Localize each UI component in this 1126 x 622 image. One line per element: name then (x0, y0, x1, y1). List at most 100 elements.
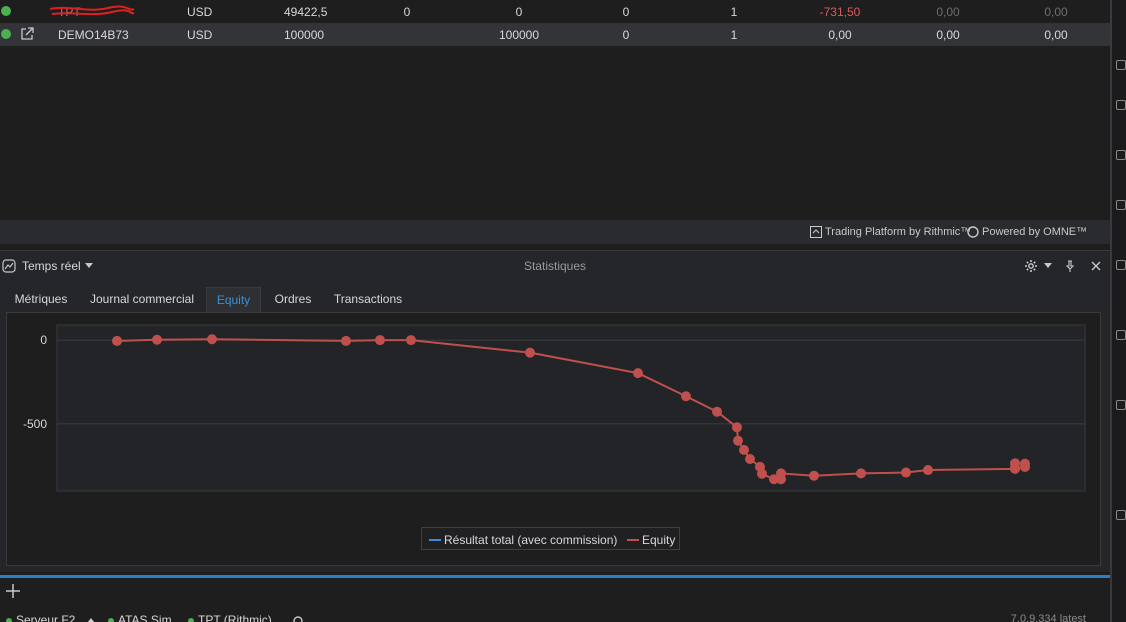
connection-tpt-rithmic[interactable]: TPT (Rithmic) (198, 613, 272, 622)
legend-swatch-equity (627, 539, 639, 541)
account-name: DEMO14B73 (58, 28, 129, 42)
chart-legend: Résultat total (avec commission) Equity (421, 527, 680, 550)
right-toolbar (1110, 0, 1126, 622)
add-panel-icon[interactable] (4, 582, 22, 600)
equity-point (375, 335, 385, 346)
value-col-1 (397, 27, 417, 43)
pnl-value: 0,00 (828, 28, 852, 42)
equity-point (732, 422, 742, 433)
tool-icon[interactable] (1116, 100, 1126, 110)
equity-point (341, 335, 351, 346)
rithmic-credit: Trading Platform by Rithmic™ (825, 226, 972, 238)
value-col-4: 1 (730, 5, 738, 19)
value-col-7: 0,00 (1044, 28, 1068, 42)
tab-journal-commercial[interactable]: Journal commercial (89, 292, 195, 306)
close-icon[interactable] (1089, 259, 1103, 273)
tool-icon[interactable] (1116, 260, 1126, 270)
equity-point (901, 467, 911, 478)
value-col-2: 100000 (498, 28, 540, 42)
legend-swatch-result (429, 539, 441, 541)
redaction-scribble-icon (49, 5, 135, 16)
status-dot-icon (6, 618, 12, 622)
value-col-6: 0,00 (936, 28, 960, 42)
tab-ordres[interactable]: Ordres (274, 292, 312, 306)
omne-credit: Powered by OMNE™ (982, 226, 1088, 238)
value-col-2: 0 (515, 5, 523, 19)
chevron-down-icon[interactable] (85, 263, 93, 268)
equity-point (809, 470, 819, 481)
tool-icon[interactable] (1116, 510, 1126, 520)
currency: USD (187, 28, 213, 42)
value-col-7: 0,00 (1044, 5, 1068, 19)
equity-point (406, 335, 416, 346)
table-row[interactable]: DEMO14B73 USD 100000 100000 0 1 0,00 0,0… (0, 23, 1110, 46)
equity-point (525, 347, 535, 358)
connection-atas-sim[interactable]: ATAS Sim (118, 613, 172, 622)
pin-icon[interactable] (1063, 259, 1077, 273)
equity-point (739, 444, 749, 455)
connection-status-icon (1, 29, 11, 39)
equity-point (856, 468, 866, 479)
equity-point (712, 406, 722, 417)
pnl-value: -731,50 (819, 5, 861, 19)
equity-point (923, 465, 933, 476)
value-col-4: 1 (730, 28, 738, 42)
equity-point (1020, 458, 1030, 469)
tab-equity[interactable]: Equity (206, 287, 261, 312)
value-col-3: 0 (622, 5, 630, 19)
account-name: TPT (49, 5, 135, 19)
legend-item-result[interactable]: Résultat total (avec commission) (444, 533, 618, 547)
status-bar: Serveur F2 ATAS Sim TPT (Rithmic) 7.0.9.… (0, 606, 1110, 622)
settings-icon[interactable] (291, 614, 305, 622)
status-dot-icon (188, 618, 194, 622)
value-col-1: 0 (403, 5, 411, 19)
external-link-icon[interactable] (20, 27, 34, 41)
statistics-panel: Temps réel Statistiques Métriques Journa… (0, 250, 1110, 572)
chevron-down-icon[interactable] (1044, 263, 1052, 268)
chevron-up-icon[interactable] (87, 618, 95, 622)
connection-status-icon (1, 6, 11, 16)
equity-chart-svg: 0 -500 (23, 324, 1086, 492)
server-label[interactable]: Serveur F2 (16, 613, 76, 622)
balance: 100000 (284, 28, 325, 42)
equity-point (776, 468, 786, 479)
currency: USD (187, 5, 213, 19)
mode-dropdown[interactable]: Temps réel (22, 259, 81, 273)
equity-point (207, 334, 217, 345)
omne-logo-icon (967, 226, 979, 238)
y-tick-label: 0 (40, 333, 47, 347)
status-dot-icon (108, 618, 114, 622)
tool-icon[interactable] (1116, 400, 1126, 410)
plot-area (56, 324, 1086, 492)
equity-point (681, 391, 691, 402)
equity-point (757, 468, 767, 479)
panel-divider (0, 575, 1110, 578)
tool-icon[interactable] (1116, 200, 1126, 210)
tool-icon[interactable] (1116, 150, 1126, 160)
provider-bar: Trading Platform by Rithmic™ Powered by … (0, 220, 1110, 244)
gear-icon[interactable] (1024, 259, 1038, 273)
y-tick-label: -500 (23, 417, 47, 431)
equity-point (112, 335, 122, 346)
equity-point (769, 474, 779, 485)
tool-icon[interactable] (1116, 60, 1126, 70)
realtime-mode-icon[interactable] (2, 259, 16, 273)
table-row[interactable]: TPT USD 49422,5 0 0 0 1 -731,50 0,00 0,0… (0, 0, 1110, 23)
value-col-6: 0,00 (936, 5, 960, 19)
equity-chart: 0 -500 Résultat total (avec commission) E… (6, 312, 1101, 566)
rithmic-logo-icon (810, 226, 822, 238)
equity-point (1010, 458, 1020, 469)
tab-transactions[interactable]: Transactions (333, 292, 403, 306)
legend-item-equity[interactable]: Equity (642, 533, 676, 547)
panel-title: Statistiques (523, 259, 587, 273)
panel-header: Temps réel Statistiques (0, 251, 1110, 281)
tool-icon[interactable] (1116, 330, 1126, 340)
tab-metriques[interactable]: Métriques (14, 292, 68, 306)
accounts-table: TPT USD 49422,5 0 0 0 1 -731,50 0,00 0,0… (0, 0, 1110, 220)
value-col-3: 0 (622, 28, 630, 42)
balance: 49422,5 (284, 5, 328, 19)
equity-point (733, 435, 743, 446)
equity-point (152, 334, 162, 345)
version-label: 7.0.9.334 latest (1010, 613, 1086, 622)
equity-point (633, 368, 643, 379)
